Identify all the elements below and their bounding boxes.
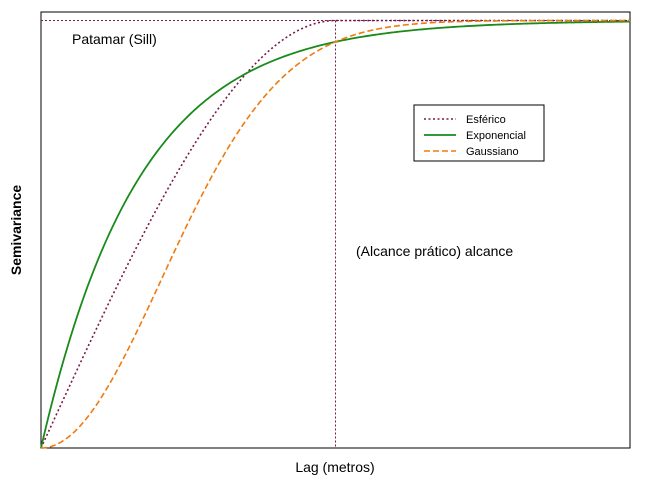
sill-label: Patamar (Sill) <box>72 31 157 47</box>
legend-items: Esférico Exponencial Gaussiano <box>424 114 526 158</box>
y-axis-label: Semivariance <box>8 185 24 275</box>
legend-label-exponential: Exponencial <box>466 130 526 142</box>
series-line-gaussian <box>40 19 630 449</box>
legend-label-spherical: Esférico <box>466 114 506 126</box>
x-axis-label: Lag (metros) <box>295 459 374 475</box>
series-layer <box>40 19 631 449</box>
plot-frame <box>40 11 631 449</box>
legend: Esférico Exponencial Gaussiano <box>413 104 545 162</box>
range-label: (Alcance prático) alcance <box>356 243 513 259</box>
legend-label-gaussian: Gaussiano <box>466 146 519 158</box>
